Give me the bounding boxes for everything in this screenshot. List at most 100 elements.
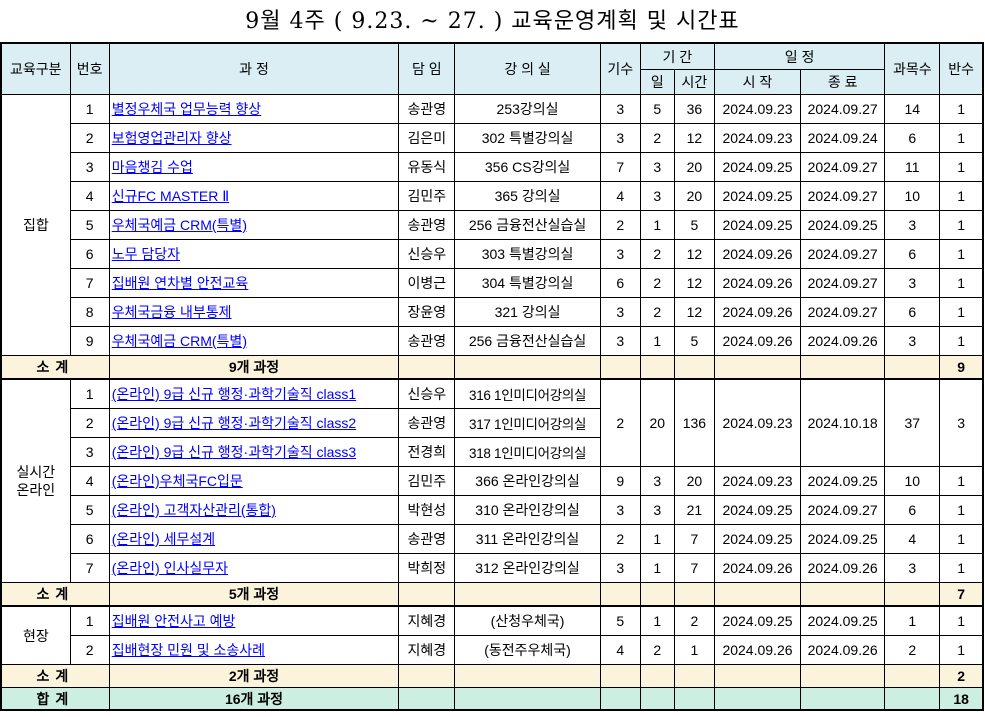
hours-cell: 7 — [673, 553, 715, 583]
days-cell: 2 — [639, 123, 675, 153]
course-link[interactable]: (온라인)우체국FC입문 — [111, 473, 243, 489]
row-number: 4 — [69, 466, 110, 496]
end-cell: 2024.09.25 — [800, 466, 886, 496]
empty-cell — [599, 582, 641, 607]
start-cell: 2024.09.25 — [713, 210, 802, 240]
subjects-cell: 6 — [884, 495, 941, 525]
subjects-cell: 3 — [884, 268, 941, 298]
row-number: 9 — [69, 326, 110, 356]
course-link[interactable]: 집배원 연차별 안전교육 — [111, 275, 249, 291]
teacher-cell: 송관영 — [398, 326, 456, 356]
days-cell: 1 — [639, 553, 675, 583]
row-number: 7 — [69, 268, 110, 298]
course-link[interactable]: 우체국예금 CRM(특별) — [111, 333, 247, 349]
subjects-cell: 11 — [884, 152, 941, 182]
classes-cell: 1 — [939, 210, 984, 240]
course-link[interactable]: (온라인) 9급 신규 행정·과학기술직 class2 — [111, 415, 357, 431]
gisu-cell: 7 — [599, 152, 641, 182]
row-number: 1 — [69, 378, 110, 409]
room-cell: (동전주우체국) — [454, 635, 601, 665]
course-link[interactable]: 마음챙김 수업 — [111, 159, 193, 175]
gisu-cell: 4 — [599, 181, 641, 211]
row-number: 1 — [69, 605, 110, 636]
row-number: 8 — [69, 297, 110, 327]
classes-cell: 1 — [939, 326, 984, 356]
empty-cell — [884, 582, 941, 607]
end-cell: 2024.09.27 — [800, 268, 886, 298]
end-cell: 2024.09.27 — [800, 297, 886, 327]
empty-cell — [599, 664, 641, 688]
end-cell: 2024.09.25 — [800, 524, 886, 554]
row-number: 5 — [69, 210, 110, 240]
header-schedule: 일 정 — [713, 42, 886, 70]
header-period: 기 간 — [639, 42, 715, 70]
gisu-cell: 2 — [599, 378, 641, 467]
start-cell: 2024.09.25 — [713, 181, 802, 211]
course-link[interactable]: (온라인) 인사실무자 — [111, 560, 228, 576]
header-hours: 시간 — [673, 69, 715, 95]
category-cell: 현장 — [0, 605, 71, 665]
subjects-cell: 3 — [884, 553, 941, 583]
row-number: 1 — [69, 94, 110, 124]
course-link[interactable]: (온라인) 9급 신규 행정·과학기술직 class3 — [111, 444, 357, 460]
teacher-cell: 송관영 — [398, 210, 456, 240]
header-start: 시 작 — [713, 69, 802, 95]
course-link[interactable]: 별정우체국 업무능력 향상 — [111, 101, 262, 117]
end-cell: 2024.09.26 — [800, 326, 886, 356]
start-cell: 2024.09.23 — [713, 466, 802, 496]
course-link[interactable]: 노무 담당자 — [111, 246, 181, 262]
course-link[interactable]: 우체국금융 내부통제 — [111, 304, 232, 320]
header-room: 강 의 실 — [454, 42, 601, 95]
table-row: 4 (온라인)우체국FC입문 김민주 366 온라인강의실 9 3 20 2024.09.23… — [1, 466, 984, 496]
subjects-cell: 4 — [884, 524, 941, 554]
table-row: 6 노무 담당자 신승우 303 특별강의실 3 2 12 2024.09.26 2024.09… — [1, 239, 984, 269]
gisu-cell: 2 — [599, 210, 641, 240]
hours-cell: 20 — [673, 152, 715, 182]
empty-cell — [713, 664, 802, 688]
hours-cell: 2 — [673, 605, 715, 636]
hours-cell: 136 — [673, 378, 715, 467]
course-link[interactable]: 우체국예금 CRM(특별) — [111, 217, 247, 233]
hours-cell: 12 — [673, 239, 715, 269]
empty-cell — [398, 355, 456, 380]
table-row: 5 (온라인) 고객자산관리(통합) 박현성 310 온라인강의실 3 3 21 2024.0… — [1, 495, 984, 525]
course-link[interactable]: (온라인) 9급 신규 행정·과학기술직 class1 — [111, 386, 357, 402]
days-cell: 3 — [639, 152, 675, 182]
classes-cell: 1 — [939, 524, 984, 554]
course-link[interactable]: 보험영업관리자 향상 — [111, 130, 232, 146]
row-number: 5 — [69, 495, 110, 525]
teacher-cell: 전경희 — [398, 437, 456, 467]
course-link[interactable]: (온라인) 고객자산관리(통합) — [111, 502, 276, 518]
course-cell: (온라인) 9급 신규 행정·과학기술직 class3 — [108, 437, 400, 467]
gisu-cell: 2 — [599, 524, 641, 554]
teacher-cell: 박현성 — [398, 495, 456, 525]
room-cell: (산청우체국) — [454, 605, 601, 636]
empty-cell — [454, 687, 601, 711]
course-cell: 마음챙김 수업 — [108, 152, 400, 182]
start-cell: 2024.09.26 — [713, 239, 802, 269]
table-row: 4 신규FC MASTER Ⅱ 김민주 365 강의실 4 3 20 2024.09.25 20… — [1, 181, 984, 211]
subtotal-classes: 7 — [939, 582, 984, 607]
gisu-cell: 3 — [599, 239, 641, 269]
room-cell: 321 강의실 — [454, 297, 601, 327]
start-cell: 2024.09.26 — [713, 326, 802, 356]
empty-cell — [599, 687, 641, 711]
teacher-cell: 김은미 — [398, 123, 456, 153]
course-link[interactable]: 신규FC MASTER Ⅱ — [111, 188, 230, 204]
course-link[interactable]: 집배원 안전사고 예방 — [111, 613, 236, 629]
course-cell: 우체국예금 CRM(특별) — [108, 210, 400, 240]
row-number: 2 — [69, 123, 110, 153]
course-link[interactable]: (온라인) 세무설계 — [111, 531, 216, 547]
classes-cell: 1 — [939, 181, 984, 211]
gisu-cell: 3 — [599, 123, 641, 153]
end-cell: 2024.09.26 — [800, 635, 886, 665]
table-row: 7 (온라인) 인사실무자 박희정 312 온라인강의실 3 1 7 2024.09.26 20… — [1, 553, 984, 583]
course-link[interactable]: 집배현장 민원 및 소송사례 — [111, 642, 266, 658]
total-row: 합계 16개 과정 18 — [0, 687, 984, 711]
days-cell: 3 — [639, 181, 675, 211]
total-label: 합계 — [0, 687, 110, 711]
row-number: 3 — [69, 152, 110, 182]
days-cell: 3 — [639, 466, 675, 496]
row-number: 6 — [69, 524, 110, 554]
subtotal-label: 소계 — [0, 582, 110, 607]
